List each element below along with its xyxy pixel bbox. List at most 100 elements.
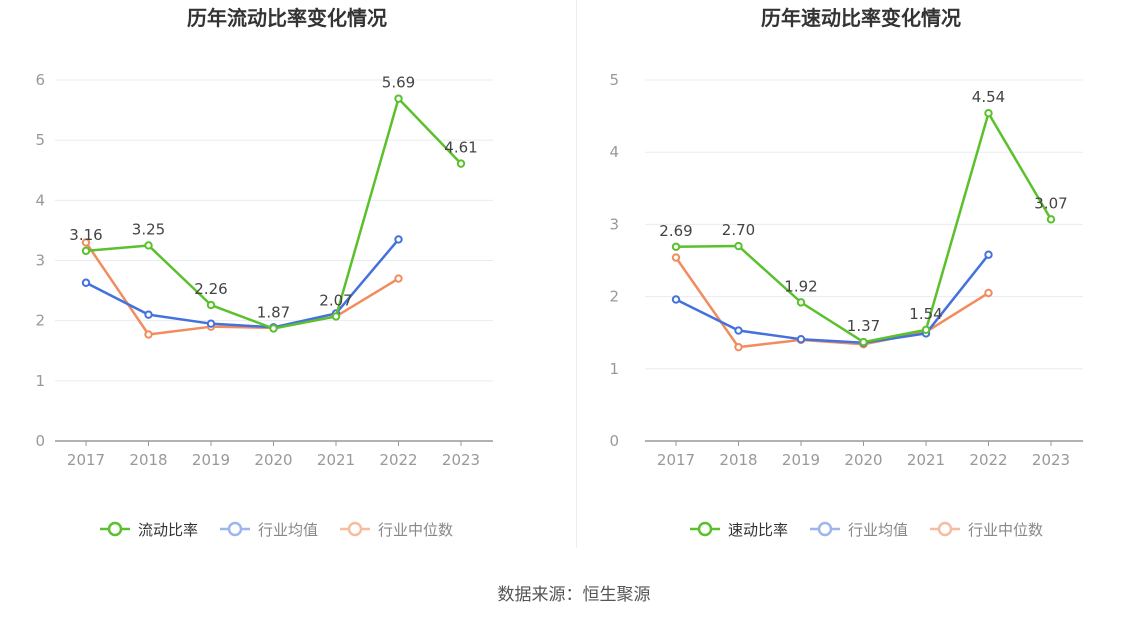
y-tick-label: 2 — [609, 288, 619, 306]
legend-marker — [227, 521, 243, 537]
data-label: 3.16 — [69, 226, 102, 244]
y-tick-label: 5 — [609, 71, 619, 89]
chart-title: 历年速动比率变化情况 — [761, 6, 961, 30]
legend-label: 行业均值 — [848, 521, 908, 539]
data-label: 1.87 — [257, 303, 290, 321]
x-tick-label: 2023 — [442, 451, 480, 469]
x-tick-label: 2018 — [719, 451, 757, 469]
data-point — [671, 295, 681, 304]
data-label: 1.37 — [847, 317, 880, 335]
panel-divider — [576, 0, 577, 548]
data-point — [206, 319, 216, 328]
current-ratio-chart-svg: 历年流动比率变化情况 0 1 2 3 4 5 6 2017 2018 2019 2020 2021 202… — [35, 6, 493, 539]
data-point — [671, 253, 681, 262]
x-tick-label: 2017 — [67, 451, 105, 469]
data-point — [984, 250, 993, 259]
data-point — [984, 109, 993, 118]
x-tick-label: 2017 — [657, 451, 695, 469]
data-point — [394, 274, 403, 283]
data-point — [331, 312, 341, 321]
legend-item-1: 流动比率 — [100, 521, 198, 539]
series-line-3 — [84, 241, 400, 336]
y-tick-label: 5 — [35, 131, 45, 149]
data-point — [984, 288, 993, 298]
y-tick-label: 0 — [35, 432, 45, 450]
data-point — [144, 310, 153, 319]
data-source-caption: 数据来源：恒生聚源 — [497, 585, 651, 605]
data-point — [144, 241, 153, 250]
y-tick-label: 2 — [35, 312, 45, 330]
legend-item-2: 行业均值 — [220, 521, 318, 539]
y-tick-label: 3 — [35, 252, 45, 270]
y-tick-label: 1 — [35, 372, 45, 390]
y-tick-label: 3 — [609, 215, 619, 233]
legend-label: 行业中位数 — [968, 521, 1043, 539]
legend-marker — [347, 521, 363, 537]
quick-ratio-chart-svg: 历年速动比率变化情况 0 1 2 3 4 5 2017 2018 2019 2020 2021 2022… — [609, 6, 1083, 539]
legend-marker — [817, 521, 833, 537]
data-point — [734, 241, 743, 251]
data-point — [734, 326, 743, 335]
y-tick-label: 4 — [609, 143, 619, 161]
data-label: 5.69 — [382, 74, 415, 92]
data-label: 2.26 — [194, 280, 227, 298]
data-label: 3.07 — [1034, 194, 1067, 212]
x-tick-label: 2020 — [254, 451, 292, 469]
data-point — [796, 334, 806, 344]
y-tick-label: 0 — [609, 432, 619, 450]
series-line-2 — [85, 238, 400, 329]
x-tick-label: 2019 — [782, 451, 820, 469]
x-tick-label: 2021 — [317, 451, 355, 469]
x-tick-label: 2021 — [907, 451, 945, 469]
data-label: 2.69 — [659, 222, 692, 240]
data-point — [859, 337, 868, 347]
data-point — [81, 246, 91, 256]
quick-ratio-chart: 历年速动比率变化情况 0 1 2 3 4 5 2017 2018 2019 2020 2021 2022… — [574, 0, 1148, 560]
x-tick-label: 2019 — [192, 451, 230, 469]
data-point — [671, 242, 681, 251]
data-point — [456, 159, 466, 168]
legend-label: 流动比率 — [138, 521, 198, 539]
legend-label: 行业均值 — [258, 521, 318, 539]
data-label: 2.70 — [722, 221, 755, 239]
x-tick-label: 2023 — [1032, 451, 1070, 469]
data-point — [144, 330, 153, 339]
x-tick-label: 2022 — [969, 451, 1007, 469]
legend-marker — [937, 521, 953, 537]
data-point — [81, 238, 91, 247]
data-point — [394, 235, 403, 244]
data-point — [734, 342, 743, 352]
x-tick-label: 2018 — [129, 451, 167, 469]
legend-item-1: 速动比率 — [690, 521, 788, 539]
legend-label: 速动比率 — [728, 521, 788, 539]
legend-item-3: 行业中位数 — [930, 521, 1043, 539]
y-tick-label: 6 — [35, 71, 45, 89]
data-point — [1046, 215, 1056, 224]
legend-marker — [107, 521, 123, 537]
series-line-1 — [85, 97, 462, 330]
data-point — [921, 325, 931, 335]
data-point — [81, 278, 91, 287]
data-label: 2.07 — [319, 291, 352, 309]
data-label: 3.25 — [132, 220, 165, 238]
current-ratio-chart: 历年流动比率变化情况 0 1 2 3 4 5 6 2017 2018 2019 2020 2021 202… — [0, 0, 574, 560]
y-tick-label: 4 — [35, 191, 45, 209]
data-point — [269, 324, 278, 333]
series-line-3 — [674, 256, 990, 349]
data-label: 1.92 — [784, 277, 817, 295]
legend-label: 行业中位数 — [378, 521, 453, 539]
x-tick-label: 2022 — [379, 451, 417, 469]
legend-marker — [697, 521, 713, 537]
data-point — [796, 298, 806, 307]
data-label: 1.54 — [909, 305, 942, 323]
data-point — [394, 94, 403, 103]
data-label: 4.54 — [972, 88, 1005, 106]
data-label: 4.61 — [444, 139, 477, 157]
chart-title: 历年流动比率变化情况 — [187, 6, 387, 30]
legend-item-3: 行业中位数 — [340, 521, 453, 539]
x-tick-label: 2020 — [844, 451, 882, 469]
legend-item-2: 行业均值 — [810, 521, 908, 539]
y-tick-label: 1 — [609, 360, 619, 378]
series-line-2 — [675, 253, 990, 345]
data-point — [206, 300, 216, 310]
